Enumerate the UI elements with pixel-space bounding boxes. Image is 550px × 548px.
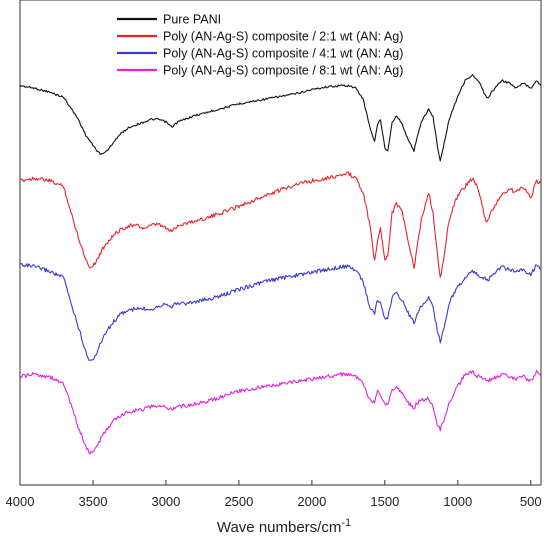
x-tick-label-3500: 3500 xyxy=(79,494,108,509)
x-axis-title-text: Wave numbers/cm xyxy=(217,519,341,536)
x-tick-label-1000: 1000 xyxy=(443,494,472,509)
x-axis-title: Wave numbers/cm-1 xyxy=(217,517,351,536)
series-line-4 xyxy=(19,369,542,455)
series-line-2 xyxy=(20,171,542,278)
series-line-3 xyxy=(19,262,542,362)
legend-label-2: Poly (AN-Ag-S) composite / 2:1 wt (AN: A… xyxy=(163,30,403,44)
x-tick-label-3000: 3000 xyxy=(151,494,180,509)
legend-label-3: Poly (AN-Ag-S) composite / 4:1 wt (AN: A… xyxy=(163,47,403,61)
series-line-1 xyxy=(19,74,542,162)
x-tick-label-2500: 2500 xyxy=(224,494,253,509)
legend-label-1: Pure PANI xyxy=(163,13,221,27)
x-tick-label-4000: 4000 xyxy=(6,494,35,509)
x-tick-label-500: 500 xyxy=(520,494,542,509)
x-tick-label-2000: 2000 xyxy=(297,494,326,509)
x-tick-label-1500: 1500 xyxy=(370,494,399,509)
series-layer xyxy=(19,74,542,455)
x-axis-title-superscript: -1 xyxy=(341,517,351,529)
x-axis: 4000 3500 3000 2500 2000 1500 1000 500 xyxy=(6,480,542,509)
plot-frame xyxy=(19,0,542,486)
legend-label-4: Poly (AN-Ag-S) composite / 8:1 wt (AN: A… xyxy=(163,64,403,78)
legend: Pure PANI Poly (AN-Ag-S) composite / 2:1 … xyxy=(117,13,403,78)
